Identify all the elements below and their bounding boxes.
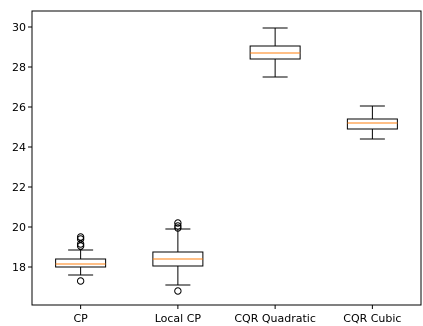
y-tick-label: 18 [12, 261, 26, 274]
axes-frame [31, 10, 422, 306]
box-cqr-quadratic [249, 27, 301, 78]
outlier-point [174, 287, 182, 295]
plot-area-border [31, 10, 422, 306]
box-cqr-cubic [346, 105, 398, 140]
y-tick-label: 26 [12, 101, 26, 114]
outlier-point [174, 219, 182, 227]
outlier-point [174, 224, 182, 232]
y-axis-ticks: 18 20 22 24 26 28 30 [12, 21, 32, 274]
x-tick-label: CQR Quadratic [234, 312, 316, 325]
y-tick-label: 24 [12, 141, 26, 154]
x-tick-label: CQR Cubic [343, 312, 401, 325]
outlier-point [174, 222, 182, 230]
y-tick-label: 30 [12, 21, 26, 34]
y-tick-label: 22 [12, 181, 26, 194]
outlier-point [76, 240, 85, 248]
outlier-point [76, 233, 85, 241]
box-local-cp [152, 219, 204, 295]
box-cp [55, 233, 107, 285]
x-tick-label: Local CP [155, 312, 202, 325]
y-tick-label: 28 [12, 61, 26, 74]
outlier-point [76, 277, 85, 285]
outlier-point [76, 242, 85, 250]
x-axis-ticks: CP Local CP CQR Quadratic CQR Cubic [73, 305, 401, 325]
box-series [55, 27, 398, 295]
y-tick-label: 20 [12, 221, 26, 234]
outlier-point [76, 235, 85, 243]
box-iqr [346, 118, 398, 130]
x-tick-label: CP [73, 312, 88, 325]
box-iqr [55, 258, 107, 268]
